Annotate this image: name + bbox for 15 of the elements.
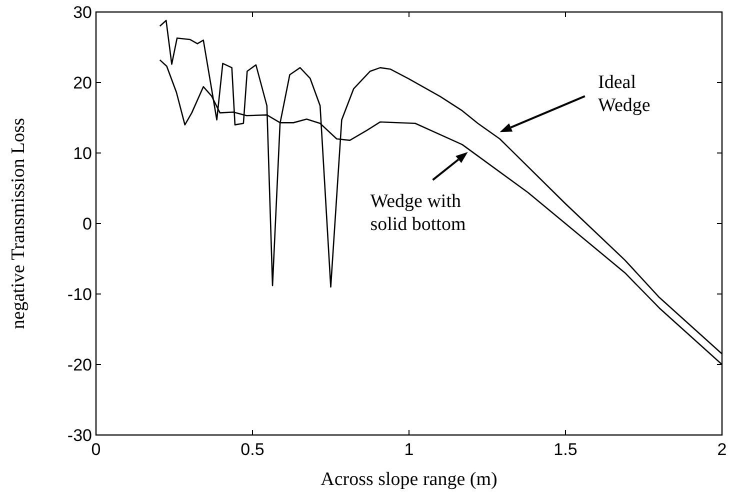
x-axis-title: Across slope range (m) <box>320 469 498 490</box>
x-tick-label: 1 <box>404 440 414 459</box>
x-tick-label: 0.5 <box>240 440 264 459</box>
annotation: Ideal Wedge <box>598 72 650 116</box>
x-tick-label: 2 <box>717 440 727 459</box>
y-tick-label: 0 <box>82 214 92 234</box>
y-tick-label: 10 <box>73 144 92 163</box>
y-tick-label: 20 <box>73 74 92 92</box>
annotation: Wedge with solid bottom <box>370 191 466 236</box>
y-tick-label: -30 <box>67 426 92 445</box>
y-tick-label: 30 <box>73 3 92 22</box>
y-tick-label: -20 <box>67 356 92 374</box>
y-axis-title: negative Transmission Loss <box>8 118 29 330</box>
y-tick-label: -10 <box>67 285 92 304</box>
x-tick-label: 1.5 <box>554 440 578 459</box>
